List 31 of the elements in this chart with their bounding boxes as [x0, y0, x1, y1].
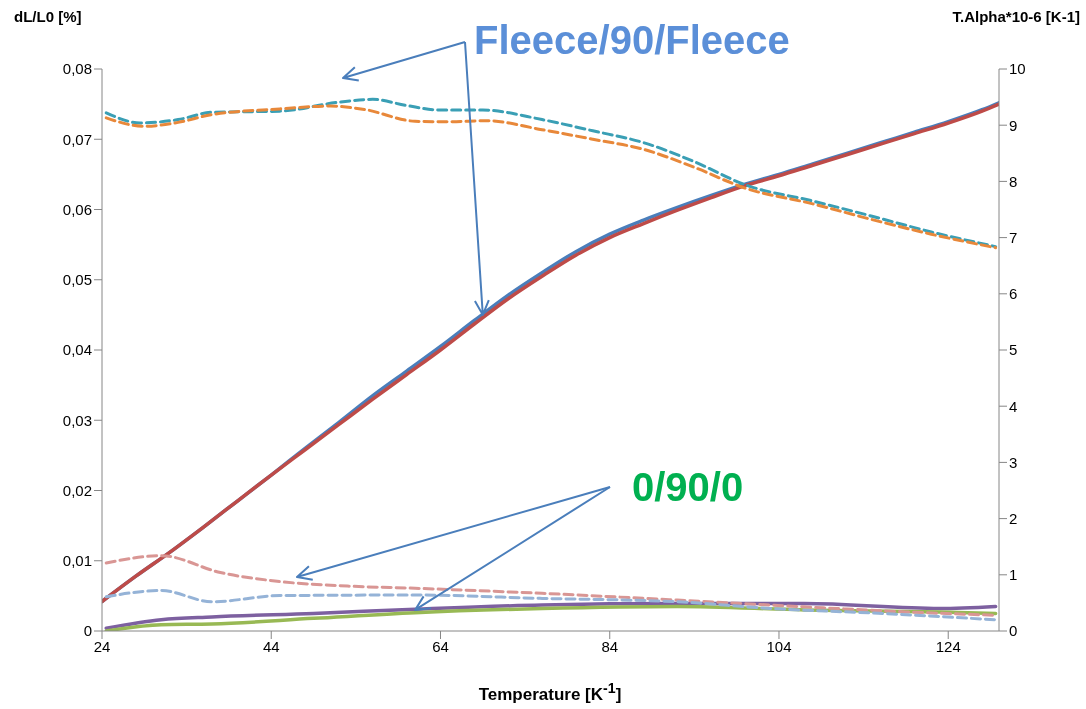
y-tick-label: 0,06 — [62, 200, 92, 218]
y2-tick-label: 2 — [1009, 509, 1018, 527]
x-tick-label: 104 — [766, 637, 792, 655]
y2-tick-label: 8 — [1009, 172, 1018, 190]
y2-axis-title: T.Alpha*10-6 [K-1] — [952, 8, 1080, 25]
y-tick-label: 0,04 — [62, 341, 92, 359]
x-tick-label: 44 — [262, 637, 280, 655]
y-tick-label: 0,03 — [62, 411, 92, 429]
y2-tick-label: 7 — [1009, 228, 1018, 246]
y2-tick-label: 10 — [1009, 60, 1026, 78]
x-tick-label: 84 — [601, 637, 619, 655]
y-tick-label: 0 — [83, 622, 92, 640]
x-axis-title: Temperature [K$^{-1}$] — [477, 680, 623, 705]
y2-tick-label: 9 — [1009, 116, 1018, 134]
y-tick-label: 0,01 — [62, 552, 92, 570]
x-tick-label: 64 — [432, 637, 449, 655]
x-tick-label: 124 — [935, 637, 961, 655]
y-tick-label: 0,08 — [62, 60, 92, 78]
y2-tick-label: 5 — [1009, 341, 1018, 359]
y2-tick-label: 6 — [1009, 285, 1018, 303]
y2-tick-label: 3 — [1009, 453, 1018, 471]
y-tick-label: 0,02 — [62, 481, 92, 499]
annotation: Fleece/90/Fleece — [474, 18, 790, 63]
y-tick-label: 0,07 — [62, 130, 92, 148]
y2-tick-label: 0 — [1009, 622, 1018, 640]
y2-tick-label: 4 — [1009, 397, 1018, 415]
y-tick-label: 0,05 — [62, 271, 92, 289]
y-axis-title: dL/L0 [%] — [14, 8, 82, 25]
annotation: 0/90/0 — [632, 465, 744, 510]
y2-tick-label: 1 — [1009, 566, 1018, 584]
x-tick-label: 24 — [93, 637, 111, 655]
